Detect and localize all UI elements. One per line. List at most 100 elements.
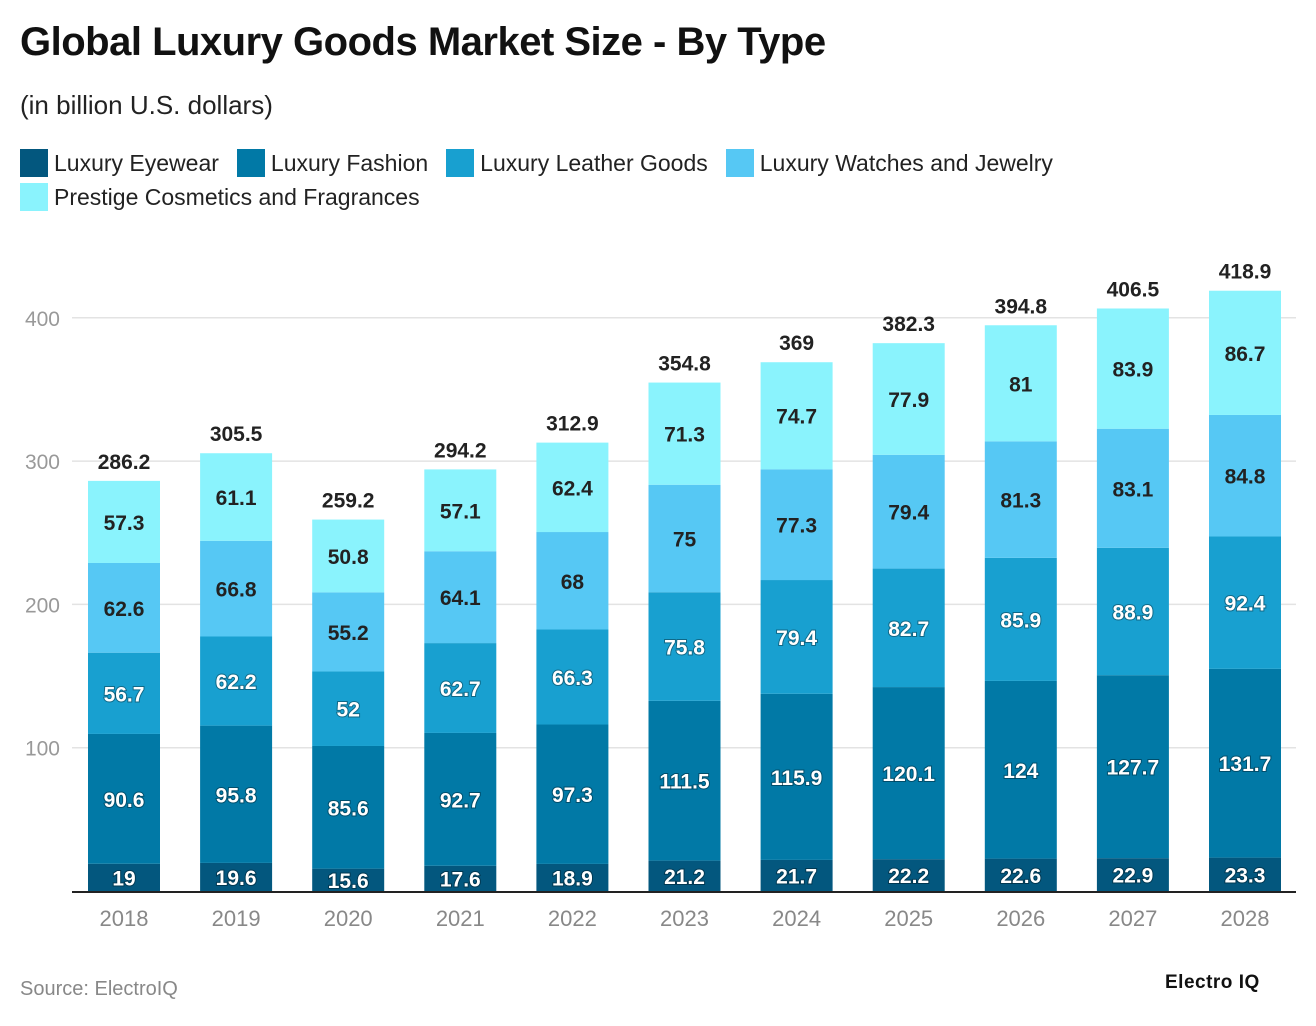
bar-segment [424, 865, 497, 891]
bar-segment [1096, 858, 1169, 891]
bar-segment [200, 453, 273, 541]
data-label: 56.7 [104, 683, 145, 706]
legend-label: Luxury Fashion [270, 150, 429, 176]
x-tick-label: 2018 [100, 906, 149, 931]
data-label: 131.7 [1219, 753, 1272, 776]
bar-segment [536, 863, 609, 891]
x-tick-label: 2022 [548, 906, 597, 931]
data-label: 17.6 [440, 868, 481, 891]
bar-segment [872, 687, 945, 860]
bar-segment [872, 454, 945, 569]
data-label: 57.3 [104, 512, 145, 535]
total-label: 286.2 [98, 451, 151, 474]
bar-segment [536, 724, 609, 864]
data-label: 77.9 [888, 389, 929, 412]
total-label: 354.8 [658, 353, 711, 376]
y-tick-label: 200 [25, 594, 60, 617]
data-label: 127.7 [1107, 757, 1160, 780]
data-label: 77.3 [776, 515, 817, 538]
bar-segment [424, 469, 497, 552]
data-label: 50.8 [328, 546, 369, 569]
bar-segment [760, 580, 833, 694]
bar-segment [312, 868, 385, 891]
data-label: 22.9 [1112, 865, 1153, 888]
total-label: 382.3 [882, 313, 935, 336]
bar-segment [648, 860, 721, 891]
data-label: 52 [337, 699, 360, 722]
bar-segment [1096, 675, 1169, 859]
bar-segment [312, 671, 385, 746]
data-label: 66.3 [552, 667, 593, 690]
y-tick-label: 100 [25, 738, 60, 761]
legend-swatch [446, 149, 475, 177]
bar-segment [984, 858, 1057, 891]
data-label: 88.9 [1112, 601, 1153, 624]
data-label: 97.3 [552, 784, 593, 807]
bar-segment [88, 480, 160, 563]
bar-segment [312, 745, 385, 869]
y-tick-label: 400 [25, 308, 60, 331]
bar-segment [872, 343, 945, 455]
bar-segment [312, 519, 385, 593]
data-label: 19.6 [216, 867, 257, 890]
data-label: 64.1 [440, 587, 481, 610]
total-label: 394.8 [995, 295, 1048, 318]
data-label: 83.9 [1112, 359, 1153, 382]
chart-subtitle: (in billion U.S. dollars) [20, 90, 273, 120]
source-note: Source: ElectroIQ [20, 978, 178, 1000]
total-label: 305.5 [210, 423, 263, 446]
x-tick-label: 2027 [1108, 906, 1157, 931]
legend-swatch [236, 149, 265, 177]
x-tick-label: 2021 [436, 906, 485, 931]
bar-segment [1096, 547, 1169, 676]
data-label: 55.2 [328, 622, 369, 645]
x-tick-label: 2020 [324, 906, 373, 931]
x-tick-label: 2026 [996, 906, 1045, 931]
legend-label: Luxury Eyewear [54, 150, 219, 176]
bar-segment [1209, 290, 1281, 415]
data-label: 21.2 [664, 866, 705, 889]
bar-segment [88, 652, 160, 734]
bar-segment [760, 362, 833, 470]
x-tick-label: 2025 [884, 906, 933, 931]
bar-segment [200, 540, 273, 637]
x-tick-label: 2023 [660, 906, 709, 931]
bar-segment [1096, 308, 1169, 429]
x-tick-label: 2019 [212, 906, 261, 931]
data-label: 75 [673, 528, 697, 551]
bar-segment [984, 680, 1057, 859]
total-label: 418.9 [1219, 261, 1272, 284]
legend-label: Prestige Cosmetics and Fragrances [54, 184, 420, 210]
bar-segment [760, 693, 833, 860]
chart-area: 100 200 300 400 19 90.6 56.7 62.6 57.3 286.2 2018 1… [25, 261, 1296, 931]
data-label: 92.7 [440, 789, 481, 812]
bar-segment [1209, 857, 1281, 891]
legend-item: Luxury Eyewear [20, 146, 219, 180]
bar-segment [872, 568, 945, 688]
bar-segment [536, 629, 609, 725]
bar-segment [88, 863, 160, 891]
legend-item: Luxury Watches and Jewelry [725, 146, 1053, 180]
data-label: 66.8 [216, 579, 257, 602]
data-label: 95.8 [216, 784, 257, 807]
bar-segment [536, 442, 609, 533]
data-label: 111.5 [659, 771, 710, 794]
data-label: 62.6 [104, 598, 145, 621]
bar-segment [424, 732, 497, 866]
data-label: 86.7 [1225, 343, 1266, 366]
bar-segment [984, 325, 1057, 442]
data-label: 115.9 [771, 767, 822, 790]
bar-segment [1209, 536, 1281, 669]
bar-segment [648, 592, 721, 701]
legend-swatch [20, 149, 48, 177]
bar-segment [984, 441, 1057, 558]
data-label: 83.1 [1112, 478, 1153, 501]
data-label: 92.4 [1225, 593, 1266, 616]
total-label: 312.9 [546, 413, 599, 436]
data-label: 75.8 [664, 637, 705, 660]
bar-segment [536, 532, 609, 630]
bar-segment [424, 643, 497, 733]
bar-segment [648, 484, 721, 593]
data-label: 120.1 [882, 763, 935, 786]
data-label: 22.6 [1000, 865, 1041, 888]
